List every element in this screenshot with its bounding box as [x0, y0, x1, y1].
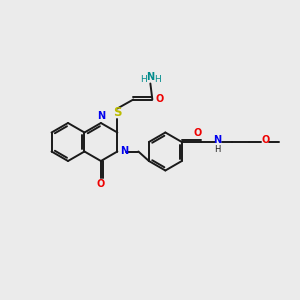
Text: S: S	[113, 106, 122, 119]
Text: O: O	[155, 94, 164, 103]
Text: O: O	[194, 128, 202, 138]
Text: O: O	[262, 135, 270, 145]
Text: H: H	[214, 146, 220, 154]
Text: N: N	[213, 135, 221, 145]
Text: O: O	[97, 179, 105, 189]
Text: N: N	[120, 146, 128, 157]
Text: H: H	[154, 75, 161, 84]
Text: N: N	[97, 111, 105, 121]
Text: H: H	[140, 75, 147, 84]
Text: N: N	[146, 73, 154, 82]
